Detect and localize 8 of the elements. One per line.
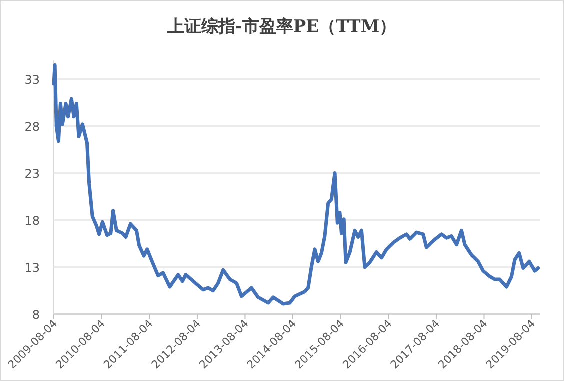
y-tick-label: 33 — [24, 72, 40, 87]
y-tick-label: 23 — [24, 166, 40, 181]
line-series — [52, 63, 540, 306]
chart-title: 上证综指-市盈率PE（TTM） — [166, 17, 397, 37]
y-tick-label: 13 — [24, 260, 40, 275]
y-tick-label: 8 — [32, 308, 40, 322]
y-tick-label: 18 — [24, 214, 40, 228]
y-tick-label: 28 — [24, 120, 40, 134]
